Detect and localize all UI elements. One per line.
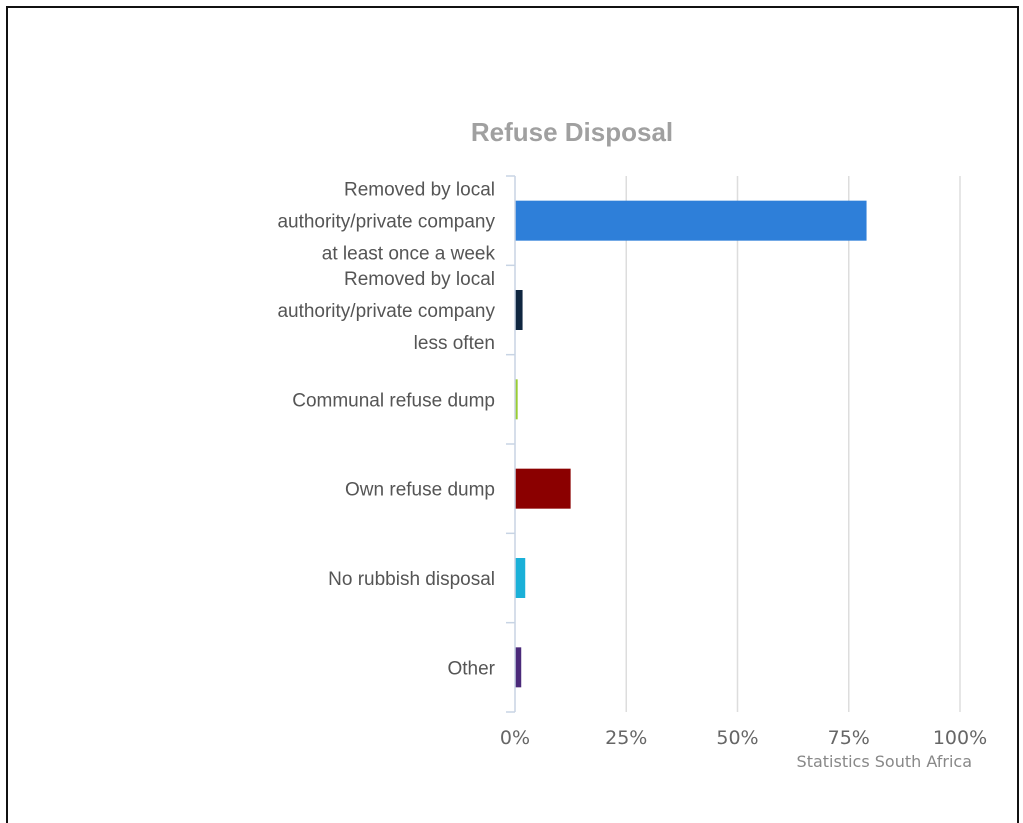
bar[interactable]	[515, 468, 571, 509]
category-label: Other	[447, 658, 495, 679]
x-tick-label: 75%	[828, 727, 870, 749]
bar[interactable]	[515, 290, 523, 330]
category-label: Removed by local	[344, 269, 495, 290]
x-tick-label: 50%	[716, 727, 758, 749]
x-tick-label: 100%	[933, 727, 987, 749]
x-tick-label: 25%	[605, 727, 647, 749]
bar[interactable]	[515, 200, 867, 241]
bar[interactable]	[515, 647, 522, 688]
credits: Statistics South Africa	[797, 752, 972, 771]
category-label: authority/private company	[277, 212, 495, 233]
category-label: Own refuse dump	[345, 480, 495, 501]
category-label: Removed by local	[344, 180, 495, 201]
category-axis	[506, 175, 516, 713]
x-tick-label: 0%	[500, 727, 530, 749]
chart-frame	[6, 6, 1019, 823]
bar-series	[515, 200, 867, 688]
bar[interactable]	[515, 558, 526, 598]
grid-lines	[625, 176, 961, 712]
category-label: authority/private company	[277, 301, 495, 322]
category-label: Communal refuse dump	[292, 390, 495, 411]
category-label: at least once a week	[322, 244, 496, 265]
chart-title: Refuse Disposal	[471, 117, 673, 147]
x-tick-labels: 0% 25% 50% 75% 100%	[500, 727, 987, 749]
category-label: No rubbish disposal	[328, 569, 495, 590]
category-labels: Removed by local authority/private compan…	[277, 180, 495, 680]
bar[interactable]	[515, 379, 518, 420]
category-label: less often	[414, 333, 495, 354]
